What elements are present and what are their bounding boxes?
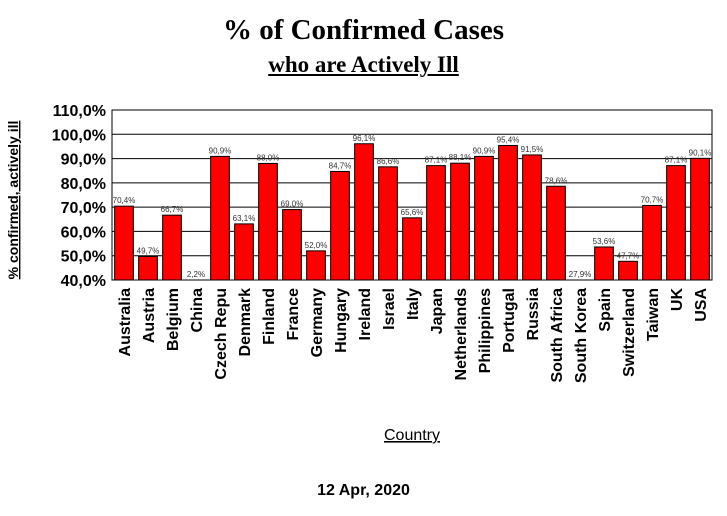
- data-label: 95,4%: [497, 135, 520, 144]
- data-label: 52,0%: [305, 241, 328, 250]
- data-label: 2,2%: [187, 270, 205, 279]
- bar: [258, 162, 278, 280]
- bar: [114, 205, 134, 280]
- data-label: 90,9%: [209, 146, 232, 155]
- bar: [474, 155, 494, 280]
- x-tick-label: UK: [669, 288, 686, 312]
- data-label: 87,1%: [425, 156, 448, 165]
- bar: [666, 165, 686, 280]
- x-tick-label: Italy: [405, 288, 422, 320]
- data-label: 88,1%: [449, 153, 472, 162]
- y-tick-label: 110,0%: [53, 103, 106, 120]
- bar: [378, 166, 398, 280]
- x-tick-label: Ireland: [357, 288, 374, 340]
- x-tick-label: Russia: [525, 288, 542, 341]
- y-tick-label: 60,0%: [61, 224, 106, 241]
- data-label: 78,6%: [545, 176, 568, 185]
- data-label: 49,7%: [137, 246, 160, 255]
- x-tick-label: Taiwan: [645, 288, 662, 341]
- x-tick-label: Portugal: [501, 288, 518, 353]
- data-label: 66,7%: [161, 205, 184, 214]
- bar: [498, 144, 518, 280]
- data-label: 90,9%: [473, 146, 496, 155]
- bar: [354, 143, 374, 280]
- data-label: 65,6%: [401, 208, 424, 217]
- bar: [402, 217, 422, 280]
- data-label: 69,0%: [281, 200, 304, 209]
- data-label: 53,6%: [593, 237, 616, 246]
- x-axis-title: Country: [384, 427, 440, 444]
- bars-group: [114, 143, 710, 280]
- x-tick-label: Japan: [429, 288, 446, 334]
- bar: [306, 250, 326, 280]
- x-tick-label: Finland: [261, 288, 278, 345]
- bar: [234, 223, 254, 280]
- data-label: 84,7%: [329, 161, 352, 170]
- x-tick-label: Austria: [141, 288, 158, 343]
- y-tick-label: 80,0%: [61, 176, 106, 193]
- x-tick-label: Israel: [381, 288, 398, 330]
- y-tick-label: 50,0%: [61, 249, 106, 266]
- bar: [618, 260, 638, 280]
- x-tick-label: Netherlands: [453, 288, 470, 381]
- data-label: 87,1%: [665, 156, 688, 165]
- x-tick-label: Germany: [309, 288, 326, 357]
- bar: [210, 155, 230, 280]
- bar: [642, 204, 662, 280]
- x-tick-label: China: [189, 288, 206, 333]
- x-tick-label: Denmark: [237, 288, 254, 357]
- data-label: 86,6%: [377, 157, 400, 166]
- data-label: 90,1%: [689, 148, 712, 157]
- bar: [282, 209, 302, 280]
- y-tick-label: 70,0%: [61, 200, 106, 217]
- bar: [594, 246, 614, 280]
- chart-date: 12 Apr, 2020: [317, 482, 410, 499]
- x-tick-label: Australia: [117, 288, 134, 357]
- data-label: 70,4%: [113, 196, 136, 205]
- chart-title: % of Confirmed Cases: [222, 14, 505, 46]
- bar: [546, 185, 566, 280]
- data-label: 27,9%: [569, 270, 592, 279]
- x-tick-label: France: [285, 288, 302, 341]
- x-tick-label: Switzerland: [621, 288, 638, 377]
- bar: [522, 154, 542, 280]
- x-tick-label: Philippines: [477, 288, 494, 373]
- bar: [426, 165, 446, 280]
- data-label: 88,0%: [257, 153, 280, 162]
- y-tick-label: 90,0%: [61, 152, 106, 169]
- bar: [690, 157, 710, 280]
- x-tick-label: South Korea: [573, 288, 590, 383]
- chart-subtitle: who are Actively Ill: [268, 52, 459, 77]
- data-label: 91,5%: [521, 145, 544, 154]
- y-tick-label: 40,0%: [61, 273, 106, 290]
- x-tick-label: South Africa: [549, 288, 566, 383]
- y-axis-title: % confirmed, actively ill: [5, 121, 21, 280]
- bar: [450, 162, 470, 280]
- bar: [162, 214, 182, 280]
- data-label: 47,7%: [617, 251, 640, 260]
- x-tick-label: Czech Repu: [213, 288, 230, 380]
- data-label: 70,7%: [641, 195, 664, 204]
- x-tick-label: Belgium: [165, 288, 182, 351]
- x-tick-label: Hungary: [333, 288, 350, 353]
- data-label: 96,1%: [353, 134, 376, 143]
- y-tick-label: 100,0%: [52, 127, 106, 144]
- data-label: 63,1%: [233, 214, 256, 223]
- bar: [330, 170, 350, 280]
- x-tick-label: Spain: [597, 288, 614, 332]
- x-tick-label: USA: [693, 288, 710, 322]
- bar: [138, 255, 158, 280]
